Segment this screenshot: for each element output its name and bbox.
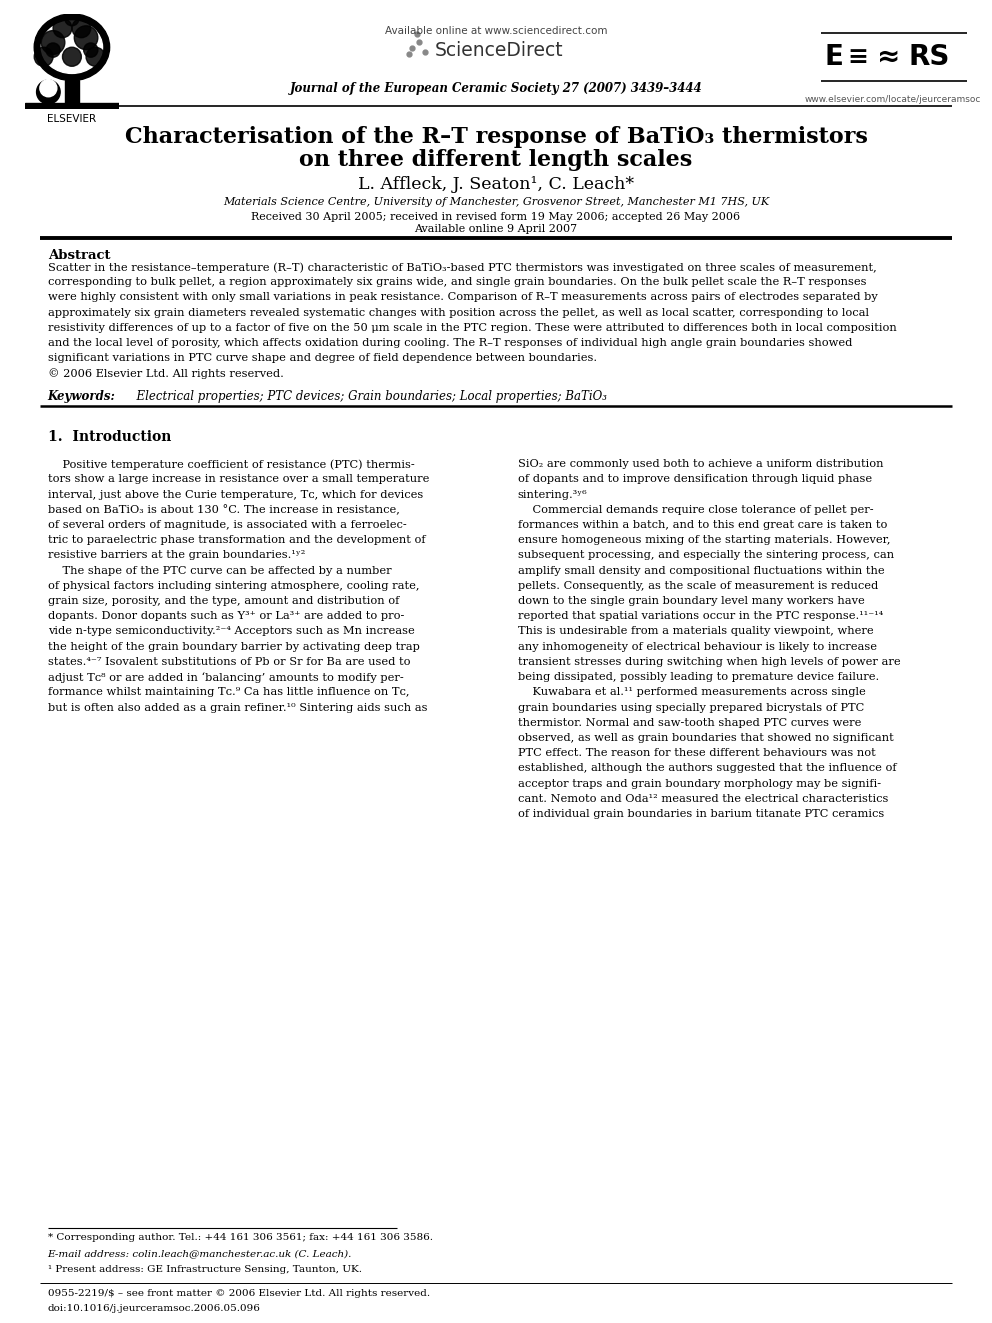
Text: of physical factors including sintering atmosphere, cooling rate,: of physical factors including sintering …: [48, 581, 419, 591]
Ellipse shape: [62, 48, 81, 66]
Ellipse shape: [42, 21, 102, 74]
Ellipse shape: [53, 19, 71, 37]
Text: ELSEVIER: ELSEVIER: [47, 114, 96, 124]
Text: 1.  Introduction: 1. Introduction: [48, 430, 171, 445]
Ellipse shape: [37, 81, 61, 105]
Text: ScienceDirect: ScienceDirect: [434, 41, 563, 60]
Text: corresponding to bulk pellet, a region approximately six grains wide, and single: corresponding to bulk pellet, a region a…: [48, 277, 866, 287]
Text: Abstract: Abstract: [48, 249, 110, 262]
Text: Commercial demands require close tolerance of pellet per-: Commercial demands require close toleran…: [518, 504, 873, 515]
Text: amplify small density and compositional fluctuations within the: amplify small density and compositional …: [518, 566, 885, 576]
Text: © 2006 Elsevier Ltd. All rights reserved.: © 2006 Elsevier Ltd. All rights reserved…: [48, 368, 284, 380]
Text: pellets. Consequently, as the scale of measurement is reduced: pellets. Consequently, as the scale of m…: [518, 581, 878, 591]
Text: cant. Nemoto and Oda¹² measured the electrical characteristics: cant. Nemoto and Oda¹² measured the elec…: [518, 794, 888, 804]
Text: reported that spatial variations occur in the PTC response.¹¹⁻¹⁴: reported that spatial variations occur i…: [518, 611, 883, 622]
Text: observed, as well as grain boundaries that showed no significant: observed, as well as grain boundaries th…: [518, 733, 894, 744]
Text: L. Affleck, J. Seaton¹, C. Leach*: L. Affleck, J. Seaton¹, C. Leach*: [358, 176, 634, 193]
Text: approximately six grain diameters revealed systematic changes with position acro: approximately six grain diameters reveal…: [48, 307, 869, 318]
Text: adjust Tᴄ⁸ or are added in ‘balancing’ amounts to modify per-: adjust Tᴄ⁸ or are added in ‘balancing’ a…: [48, 672, 404, 683]
Text: Available online 9 April 2007: Available online 9 April 2007: [415, 224, 577, 234]
Text: interval, just above the Curie temperature, Tᴄ, which for devices: interval, just above the Curie temperatu…: [48, 490, 423, 500]
Text: PTC effect. The reason for these different behaviours was not: PTC effect. The reason for these differe…: [518, 749, 876, 758]
Text: resistivity differences of up to a factor of five on the 50 μm scale in the PTC : resistivity differences of up to a facto…: [48, 323, 897, 333]
Text: RS: RS: [909, 42, 950, 71]
Ellipse shape: [83, 42, 98, 57]
Text: Characterisation of the R–T response of BaTiO₃ thermistors: Characterisation of the R–T response of …: [125, 126, 867, 148]
Bar: [25, 103, 119, 110]
Text: SiO₂ are commonly used both to achieve a uniform distribution: SiO₂ are commonly used both to achieve a…: [518, 459, 883, 470]
Text: ¹ Present address: GE Infrastructure Sensing, Taunton, UK.: ¹ Present address: GE Infrastructure Sen…: [48, 1265, 362, 1274]
Text: of several orders of magnitude, is associated with a ferroelec-: of several orders of magnitude, is assoc…: [48, 520, 407, 531]
Text: acceptor traps and grain boundary morphology may be signifi-: acceptor traps and grain boundary morpho…: [518, 778, 881, 789]
Text: ≈: ≈: [877, 42, 900, 71]
Text: resistive barriers at the grain boundaries.¹ʸ²: resistive barriers at the grain boundari…: [48, 550, 305, 561]
Text: down to the single grain boundary level many workers have: down to the single grain boundary level …: [518, 595, 865, 606]
Text: Positive temperature coefficient of resistance (PTC) thermis-: Positive temperature coefficient of resi…: [48, 459, 415, 470]
Text: E: E: [824, 42, 843, 71]
Ellipse shape: [64, 12, 79, 26]
Text: Keywords:: Keywords:: [48, 390, 115, 404]
Text: the height of the grain boundary barrier by activating deep trap: the height of the grain boundary barrier…: [48, 642, 420, 652]
Text: and the local level of porosity, which affects oxidation during cooling. The R–T: and the local level of porosity, which a…: [48, 337, 852, 348]
Ellipse shape: [74, 26, 98, 49]
Text: Materials Science Centre, University of Manchester, Grosvenor Street, Manchester: Materials Science Centre, University of …: [223, 197, 769, 208]
Text: Electrical properties; PTC devices; Grain boundaries; Local properties; BaTiO₃: Electrical properties; PTC devices; Grai…: [129, 390, 607, 404]
Text: E-mail address: colin.leach@manchester.ac.uk (C. Leach).: E-mail address: colin.leach@manchester.a…: [48, 1249, 352, 1258]
Text: formances within a batch, and to this end great care is taken to: formances within a batch, and to this en…: [518, 520, 887, 531]
Text: on three different length scales: on three different length scales: [300, 149, 692, 172]
Text: Kuwabara et al.¹¹ performed measurements across single: Kuwabara et al.¹¹ performed measurements…: [518, 688, 866, 697]
Text: tric to paraelectric phase transformation and the development of: tric to paraelectric phase transformatio…: [48, 534, 426, 545]
Ellipse shape: [86, 48, 105, 66]
Text: grain size, porosity, and the type, amount and distribution of: grain size, porosity, and the type, amou…: [48, 595, 399, 606]
Text: * Corresponding author. Tel.: +44 161 306 3561; fax: +44 161 306 3586.: * Corresponding author. Tel.: +44 161 30…: [48, 1233, 433, 1242]
Text: ≡: ≡: [847, 45, 869, 69]
Text: grain boundaries using specially prepared bicrystals of PTC: grain boundaries using specially prepare…: [518, 703, 864, 713]
Ellipse shape: [71, 19, 91, 37]
Text: ensure homogeneous mixing of the starting materials. However,: ensure homogeneous mixing of the startin…: [518, 534, 891, 545]
Text: established, although the authors suggested that the influence of: established, although the authors sugges…: [518, 763, 897, 774]
Text: doi:10.1016/j.jeurceramsoc.2006.05.096: doi:10.1016/j.jeurceramsoc.2006.05.096: [48, 1304, 261, 1314]
Bar: [65, 79, 78, 103]
Text: of dopants and to improve densification through liquid phase: of dopants and to improve densification …: [518, 474, 872, 484]
Text: transient stresses during switching when high levels of power are: transient stresses during switching when…: [518, 656, 901, 667]
Text: Available online at www.sciencedirect.com: Available online at www.sciencedirect.co…: [385, 26, 607, 37]
Ellipse shape: [42, 30, 64, 54]
Text: subsequent processing, and especially the sintering process, can: subsequent processing, and especially th…: [518, 550, 894, 561]
Ellipse shape: [34, 15, 109, 81]
Text: This is undesirable from a materials quality viewpoint, where: This is undesirable from a materials qua…: [518, 627, 873, 636]
Text: formance whilst maintaining Tᴄ.⁹ Ca has little influence on Tᴄ,: formance whilst maintaining Tᴄ.⁹ Ca has …: [48, 688, 409, 697]
Text: Received 30 April 2005; received in revised form 19 May 2006; accepted 26 May 20: Received 30 April 2005; received in revi…: [251, 212, 741, 222]
Text: but is often also added as a grain refiner.¹⁰ Sintering aids such as: but is often also added as a grain refin…: [48, 703, 428, 713]
Text: significant variations in PTC curve shape and degree of field dependence between: significant variations in PTC curve shap…: [48, 353, 597, 364]
Text: tors show a large increase in resistance over a small temperature: tors show a large increase in resistance…: [48, 474, 429, 484]
Text: states.⁴⁻⁷ Isovalent substitutions of Pb or Sr for Ba are used to: states.⁴⁻⁷ Isovalent substitutions of Pb…: [48, 656, 410, 667]
Text: vide n-type semiconductivity.²⁻⁴ Acceptors such as Mn increase: vide n-type semiconductivity.²⁻⁴ Accepto…: [48, 627, 415, 636]
Text: being dissipated, possibly leading to premature device failure.: being dissipated, possibly leading to pr…: [518, 672, 879, 683]
Text: sintering.³ʸ⁶: sintering.³ʸ⁶: [518, 490, 587, 500]
Text: Journal of the European Ceramic Society 27 (2007) 3439–3444: Journal of the European Ceramic Society …: [290, 82, 702, 95]
Text: of individual grain boundaries in barium titanate PTC ceramics: of individual grain boundaries in barium…: [518, 808, 884, 819]
Text: thermistor. Normal and saw-tooth shaped PTC curves were: thermistor. Normal and saw-tooth shaped …: [518, 717, 861, 728]
Text: were highly consistent with only small variations in peak resistance. Comparison: were highly consistent with only small v…: [48, 292, 877, 303]
Text: The shape of the PTC curve can be affected by a number: The shape of the PTC curve can be affect…: [48, 566, 391, 576]
Text: 0955-2219/$ – see front matter © 2006 Elsevier Ltd. All rights reserved.: 0955-2219/$ – see front matter © 2006 El…: [48, 1289, 430, 1298]
Ellipse shape: [40, 79, 57, 97]
Text: based on BaTiO₃ is about 130 °C. The increase in resistance,: based on BaTiO₃ is about 130 °C. The inc…: [48, 504, 400, 516]
Text: Scatter in the resistance–temperature (R–T) characteristic of BaTiO₃-based PTC t: Scatter in the resistance–temperature (R…: [48, 262, 876, 273]
Ellipse shape: [46, 42, 61, 57]
Text: www.elsevier.com/locate/jeurceramsoc: www.elsevier.com/locate/jeurceramsoc: [805, 95, 981, 105]
Text: any inhomogeneity of electrical behaviour is likely to increase: any inhomogeneity of electrical behaviou…: [518, 642, 877, 652]
Text: dopants. Donor dopants such as Y³⁺ or La³⁺ are added to pro-: dopants. Donor dopants such as Y³⁺ or La…: [48, 611, 404, 622]
Ellipse shape: [34, 48, 53, 66]
